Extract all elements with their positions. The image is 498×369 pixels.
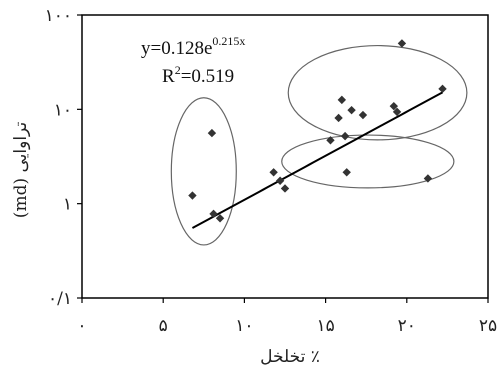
data-point: [397, 39, 407, 48]
data-points: [188, 39, 447, 223]
data-point: [389, 101, 399, 111]
data-point: [347, 105, 356, 115]
r-squared-label: R2=0.519: [162, 63, 234, 87]
r-squared-prefix: R: [162, 66, 175, 87]
x-tick-label: ۲۵: [479, 316, 497, 336]
x-axis-ticks: ۰ ۵ ۱۰ ۱۵ ۲۰ ۲۵: [77, 298, 497, 336]
r-squared-sup: 2: [175, 63, 181, 77]
cluster-ellipse: [170, 97, 237, 246]
data-point: [326, 136, 335, 145]
data-point: [275, 176, 285, 185]
cluster-ellipses: [170, 44, 468, 246]
trendline-equation-exponent: 0.215x: [212, 34, 245, 48]
y-axis-title: تراوایی (md): [11, 122, 31, 219]
cluster-ellipse: [287, 44, 468, 141]
plot-frame: [81, 14, 489, 299]
data-point: [269, 168, 278, 177]
data-point: [358, 110, 368, 120]
x-tick-label: ۵: [159, 316, 168, 336]
x-tick-label: ۲۰: [398, 316, 416, 336]
r-squared-value: =0.519: [181, 66, 234, 87]
data-point: [188, 191, 197, 200]
y-tick-label: ۱۰۰: [45, 6, 72, 26]
x-tick-label: ۰: [77, 316, 86, 336]
trendline-group: [191, 91, 444, 229]
y-axis-ticks: ۰/۱ ۱ ۱۰ ۱۰۰: [45, 6, 82, 309]
data-point: [337, 95, 347, 105]
cluster-ellipse: [281, 134, 455, 189]
data-point: [334, 113, 343, 123]
data-point: [280, 184, 290, 193]
data-point: [209, 209, 218, 219]
trendline: [191, 91, 444, 229]
data-point: [392, 107, 402, 117]
data-point: [438, 84, 447, 94]
y-tick-label: ۱۰: [54, 100, 72, 120]
x-tick-label: ۱۰: [235, 316, 253, 336]
data-point: [423, 174, 433, 183]
data-point: [340, 131, 350, 141]
data-point: [215, 214, 225, 223]
x-tick-label: ۱۵: [316, 316, 334, 336]
y-tick-label: ۱: [63, 195, 72, 215]
data-point: [342, 168, 351, 177]
data-point: [207, 128, 217, 138]
y-tick-label: ۰/۱: [48, 289, 72, 309]
x-axis-title: ٪ تخلخل: [260, 347, 320, 367]
trendline-equation-prefix: y=0.128e: [141, 38, 212, 59]
trendline-equation: y=0.128e0.215x: [141, 34, 245, 59]
